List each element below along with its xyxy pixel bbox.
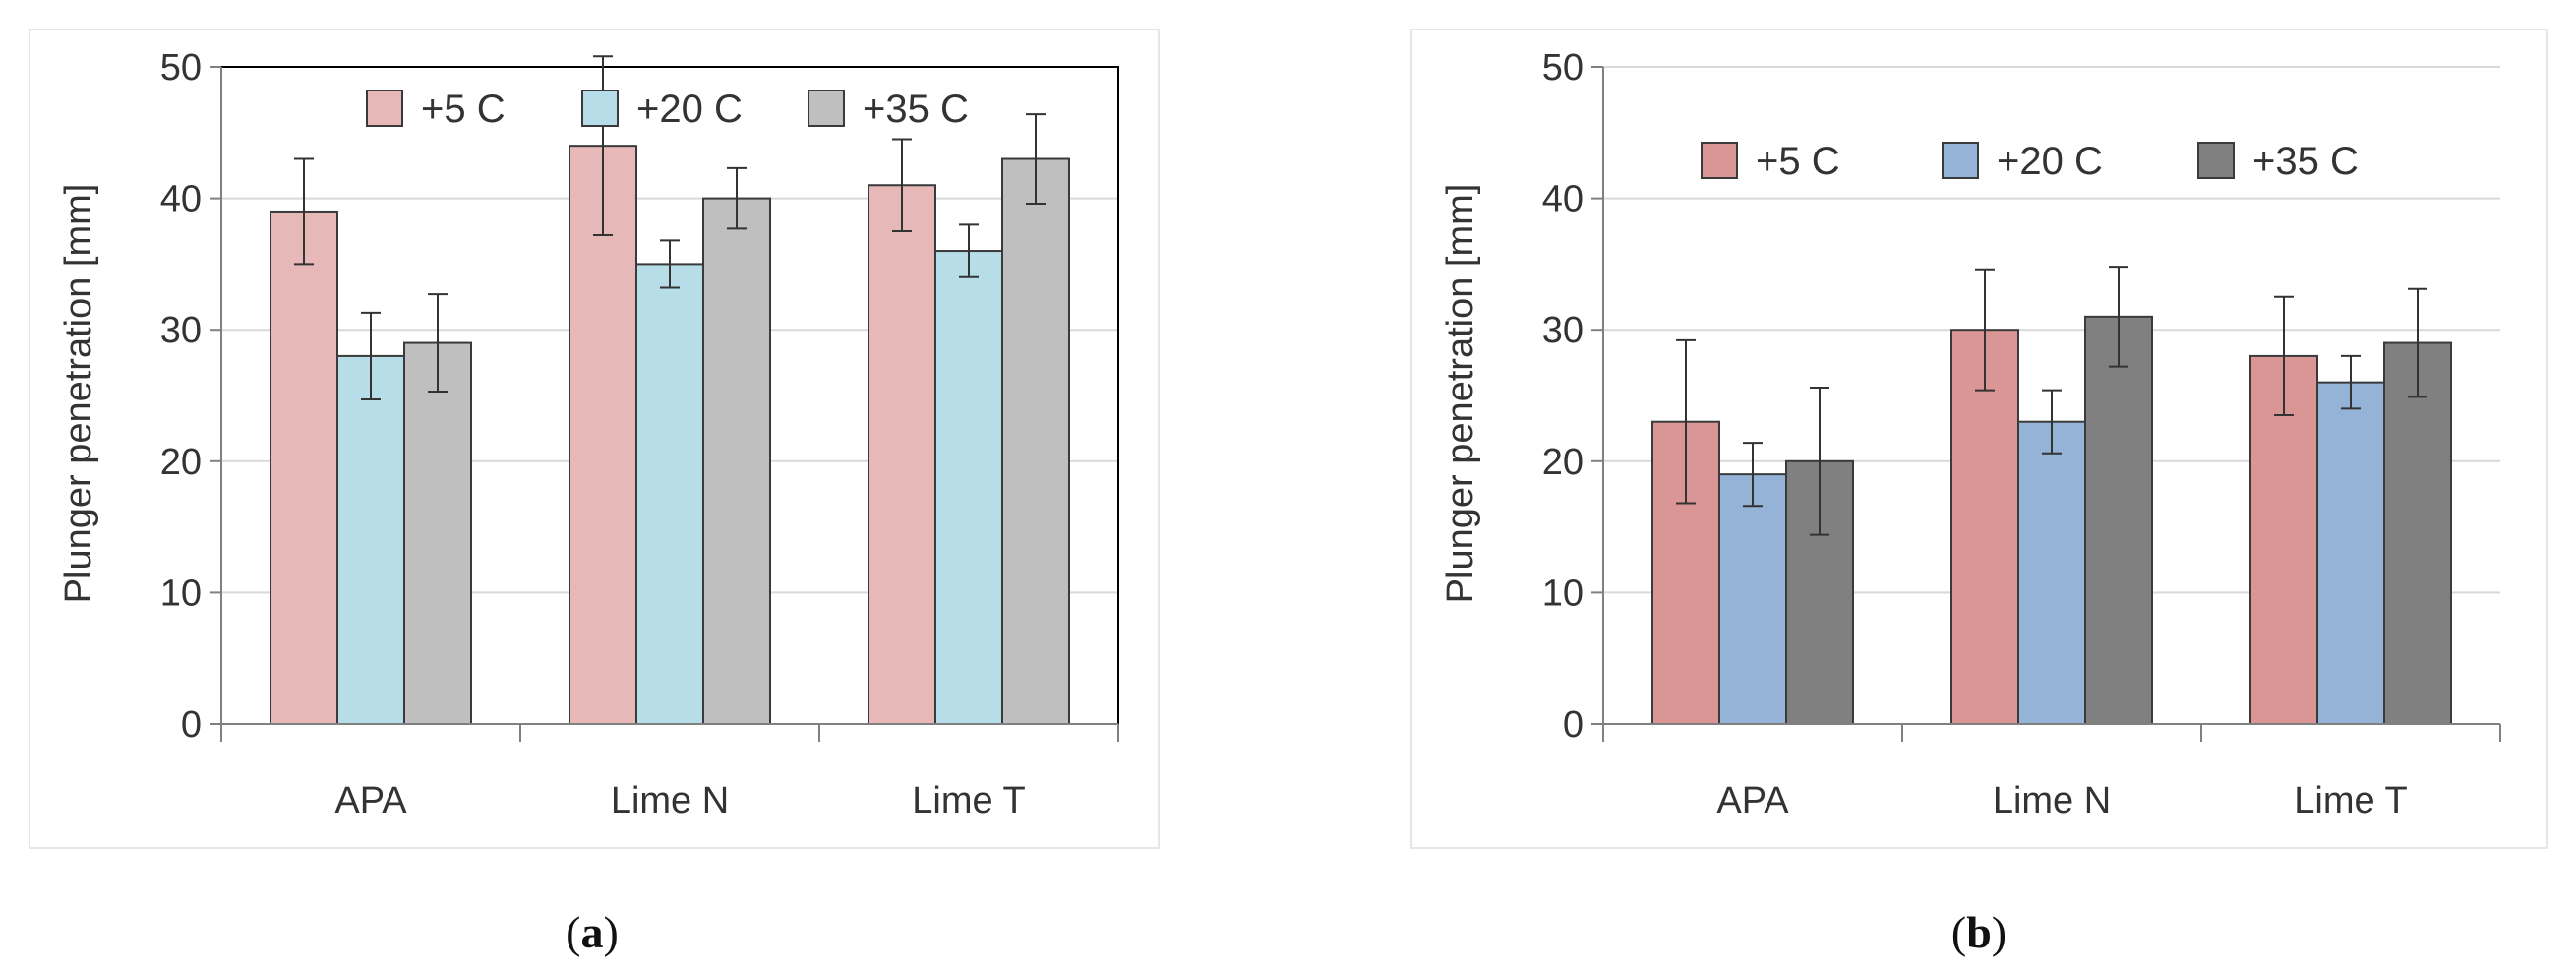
legend-b: +5 C +20 C +35 C xyxy=(1701,140,2359,183)
y-ticks-a: 0 10 20 30 40 50 xyxy=(160,47,221,746)
error-bar xyxy=(361,311,381,401)
legend-item: +35 C xyxy=(808,88,969,131)
legend-swatch xyxy=(2197,142,2235,179)
y-tick-label: 30 xyxy=(1542,310,1584,351)
legend-swatch xyxy=(1701,142,1738,179)
legend-swatch xyxy=(808,90,845,127)
error-bars-a xyxy=(294,55,1046,401)
legend-a: +5 C +20 C +35 C xyxy=(366,88,969,131)
error-bar xyxy=(1975,268,1995,392)
legend-item: +5 C xyxy=(1701,140,1840,183)
y-tick-label: 20 xyxy=(1542,442,1584,483)
error-bar xyxy=(294,157,314,266)
bar-b-apa-1 xyxy=(1718,473,1787,725)
x-tick-label: Lime T xyxy=(912,780,1025,822)
error-bar xyxy=(2274,295,2294,417)
y-axis-label-b: Plunger penetration [mm] xyxy=(1440,184,1481,604)
bars-a xyxy=(270,145,1070,726)
y-tick-label: 10 xyxy=(160,573,202,614)
error-bar xyxy=(2408,287,2427,398)
error-bar xyxy=(727,166,747,230)
x-ticks-a: APA Lime N Lime T xyxy=(220,724,1119,822)
error-bar xyxy=(1676,338,1696,505)
axes-a xyxy=(220,67,1118,725)
x-tick-label: Lime N xyxy=(1993,780,2111,822)
bar-a-lime-n-1 xyxy=(635,263,704,725)
error-bar xyxy=(1026,113,1046,205)
x-tick-label: Lime N xyxy=(611,780,729,822)
error-bar xyxy=(1810,386,1829,536)
legend-label: +20 C xyxy=(1997,140,2103,183)
y-tick-label: 50 xyxy=(1542,47,1584,89)
error-bar xyxy=(2341,354,2361,410)
error-bar xyxy=(959,223,979,278)
axes-b xyxy=(1602,67,2500,725)
y-tick-label: 10 xyxy=(1542,573,1584,614)
bar-b-lime-n-2 xyxy=(2084,315,2153,725)
legend-swatch xyxy=(366,90,403,127)
error-bar xyxy=(593,55,613,237)
bar-a-lime-n-2 xyxy=(702,197,771,726)
error-bar xyxy=(2109,266,2128,368)
bars-b xyxy=(1651,315,2452,725)
bar-a-apa-0 xyxy=(270,210,338,725)
error-bar xyxy=(428,293,448,393)
y-tick-label: 40 xyxy=(160,179,202,220)
x-tick-label: Lime T xyxy=(2294,780,2407,822)
bar-a-lime-t-0 xyxy=(868,184,936,726)
error-bar xyxy=(892,138,912,232)
x-ticks-b: APA Lime N Lime T xyxy=(1602,724,2501,822)
bar-a-lime-t-2 xyxy=(1001,157,1070,725)
legend-item: +5 C xyxy=(366,88,506,131)
bar-a-apa-1 xyxy=(336,354,405,725)
bar-b-lime-t-0 xyxy=(2249,354,2318,725)
legend-item: +35 C xyxy=(2197,140,2359,183)
y-tick-label: 0 xyxy=(1563,704,1584,746)
y-tick-label: 30 xyxy=(160,310,202,351)
y-tick-label: 40 xyxy=(1542,179,1584,220)
error-bar xyxy=(660,239,680,289)
legend-label: +5 C xyxy=(1756,140,1840,183)
legend-swatch xyxy=(1942,142,1979,179)
chart-panel-b: 0 10 20 30 40 50 APA Lime N Lime T Plunger pene… xyxy=(1410,29,2548,849)
bar-a-lime-t-1 xyxy=(934,250,1003,725)
caption-b: (b) xyxy=(1951,907,2007,957)
bar-a-apa-2 xyxy=(403,341,472,725)
x-tick-label: APA xyxy=(334,780,407,822)
bar-b-lime-n-1 xyxy=(2017,420,2086,725)
y-axis-label-a: Plunger penetration [mm] xyxy=(58,184,99,604)
caption-b-letter: b xyxy=(1966,907,1992,957)
legend-label: +20 C xyxy=(636,88,743,131)
y-tick-label: 0 xyxy=(181,704,202,746)
legend-label: +35 C xyxy=(863,88,969,131)
bar-b-lime-t-2 xyxy=(2383,341,2452,725)
y-tick-label: 50 xyxy=(160,47,202,89)
bar-b-lime-t-1 xyxy=(2316,381,2385,725)
legend-label: +5 C xyxy=(421,88,506,131)
error-bars-b xyxy=(1676,266,2427,536)
chart-panel-a: 0 10 20 30 40 50 APA Lime N Lime T Plunger pene… xyxy=(29,29,1160,849)
bar-a-lime-n-0 xyxy=(569,145,637,726)
x-tick-label: APA xyxy=(1716,780,1789,822)
legend-item: +20 C xyxy=(1942,140,2103,183)
legend-swatch xyxy=(581,90,619,127)
error-bar xyxy=(2042,389,2062,455)
y-ticks-b: 0 10 20 30 40 50 xyxy=(1542,47,1603,746)
caption-a-letter: a xyxy=(581,907,604,957)
error-bar xyxy=(1743,442,1763,508)
legend-item: +20 C xyxy=(581,88,743,131)
legend-label: +35 C xyxy=(2252,140,2359,183)
caption-a: (a) xyxy=(566,907,619,957)
y-tick-label: 20 xyxy=(160,442,202,483)
